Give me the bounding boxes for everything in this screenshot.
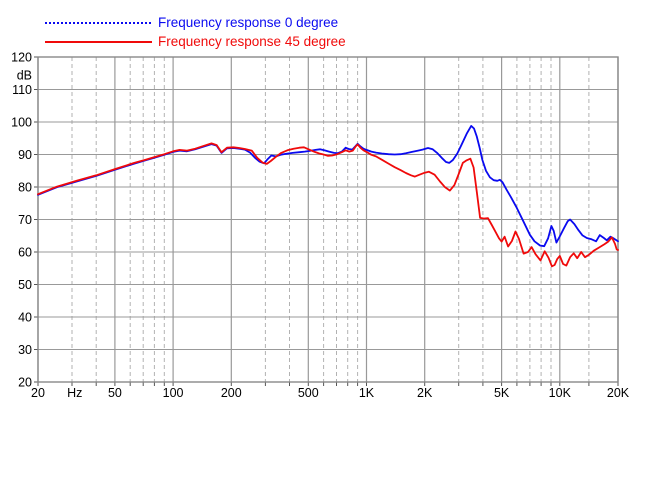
x-tick-label: 200 — [221, 386, 242, 400]
y-tick-label: 100 — [11, 116, 32, 130]
x-tick-label: 2K — [417, 386, 433, 400]
y-tick-label: 80 — [18, 181, 32, 195]
y-tick-label: 40 — [18, 311, 32, 325]
legend-line-45-degree-icon — [45, 41, 152, 43]
plot-border — [37, 56, 619, 383]
x-tick-label: 20 — [31, 386, 45, 400]
legend-label-45-degree: Frequency response 45 degree — [158, 34, 346, 49]
y-tick-label: 20 — [18, 376, 32, 390]
x-axis-unit-label: Hz — [67, 386, 82, 400]
legend-item-45-degree: Frequency response 45 degree — [45, 34, 346, 50]
y-tick-label: 60 — [18, 246, 32, 260]
legend-line-0-degree-icon — [45, 22, 152, 24]
x-tick-label: 50 — [108, 386, 122, 400]
x-tick-label: 5K — [494, 386, 510, 400]
x-tick-label: 10K — [549, 386, 572, 400]
y-tick-label: 120 — [11, 51, 32, 65]
legend-item-0-degree: Frequency response 0 degree — [45, 15, 338, 31]
x-tick-label: 500 — [298, 386, 319, 400]
curve-0-degree — [37, 125, 619, 248]
y-tick-label: 30 — [18, 343, 32, 357]
curve-45-degree — [37, 142, 619, 268]
y-axis-unit-label: dB — [17, 68, 32, 82]
legend-label-0-degree: Frequency response 0 degree — [158, 15, 339, 30]
x-tick-label: 1K — [359, 386, 375, 400]
y-tick-label: 70 — [18, 213, 32, 227]
x-tick-label: 20K — [607, 386, 630, 400]
y-tick-label: 50 — [18, 278, 32, 292]
y-tick-label: 90 — [18, 148, 32, 162]
x-tick-label: 100 — [163, 386, 184, 400]
y-tick-label: 110 — [12, 83, 32, 97]
